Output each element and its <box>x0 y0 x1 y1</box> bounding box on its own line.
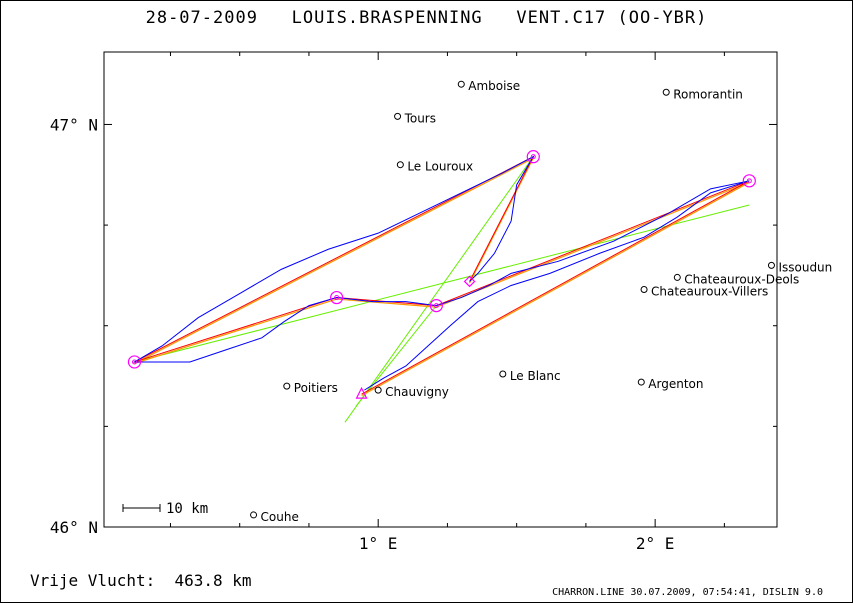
town-markers: Amboise Romorantin Tours Le Louroux Issoudun… <box>250 79 832 524</box>
turnpoint-dot <box>530 154 536 160</box>
track-line <box>132 155 750 391</box>
town-label: Chateauroux-Villers <box>651 285 768 299</box>
x-tick-label: 1° E <box>359 534 398 553</box>
turnpoint-dot <box>131 359 137 365</box>
turnpoint-dot <box>334 295 340 301</box>
turnpoint-ring <box>127 355 142 369</box>
town-marker <box>673 273 681 281</box>
town-marker <box>457 80 465 88</box>
town-label: Le Louroux <box>407 160 473 174</box>
distance-label: Vrije Vlucht: <box>30 571 156 590</box>
town-label: Chauvigny <box>385 385 449 399</box>
town-marker <box>374 386 382 394</box>
scale-bar: 10 km <box>122 501 208 517</box>
flight-date: 28-07-2009 <box>145 8 258 28</box>
town-marker <box>640 286 648 293</box>
optimized-route <box>134 156 750 397</box>
town-label: Chateauroux-Deols <box>684 272 799 286</box>
turnpoint-ring <box>429 299 443 313</box>
turnpoint-dot <box>433 303 439 309</box>
chart-header: 28-07-2009 LOUIS.BRASPENNING VENT.C17 (O… <box>0 8 853 28</box>
town-label: Couhe <box>261 510 299 524</box>
pilot-name: LOUIS.BRASPENNING <box>291 8 483 28</box>
axis-ticks: 1° E 2° E 46° N 47° N <box>50 52 777 553</box>
town-marker <box>283 382 291 390</box>
sector-line <box>344 156 534 423</box>
y-tick-label: 47° N <box>50 115 98 134</box>
town-label: Amboise <box>468 79 520 93</box>
turnpoint-ring <box>330 290 344 305</box>
turnpoint-markers <box>127 150 756 399</box>
town-label: Le Blanc <box>510 369 561 383</box>
distance-value: 463.8 km <box>174 571 252 590</box>
finish-marker <box>463 275 476 288</box>
map-area <box>103 51 778 528</box>
turnpoint-dot <box>746 178 752 184</box>
y-tick-label: 46° N <box>50 518 98 537</box>
town-marker <box>250 511 258 519</box>
town-marker <box>396 161 404 169</box>
town-label: Issoudun <box>778 260 832 274</box>
town-label: Romorantin <box>673 87 743 101</box>
turnpoint-ring <box>526 150 540 164</box>
start-marker <box>355 386 368 399</box>
scale-bar-label: 10 km <box>166 501 208 517</box>
task-route <box>134 155 750 397</box>
town-label: Tours <box>404 111 436 125</box>
x-tick-label: 2° E <box>636 534 675 553</box>
distance-summary: Vrije Vlucht: 463.8 km <box>30 571 252 590</box>
town-label: Argenton <box>648 377 703 391</box>
town-marker <box>499 370 507 378</box>
software-credit: CHARRON.LINE 30.07.2009, 07:54:41, DISLI… <box>552 587 823 598</box>
town-marker <box>767 261 775 269</box>
sector-line <box>134 204 750 363</box>
flight-track <box>132 155 750 391</box>
town-marker <box>662 88 670 96</box>
task-route-line <box>134 155 750 395</box>
turnpoint-ring <box>742 174 756 188</box>
glider-name: VENT.C17 (OO-YBR) <box>516 8 708 28</box>
town-label: Poitiers <box>294 381 338 395</box>
town-marker <box>637 378 645 386</box>
town-marker <box>394 112 402 120</box>
